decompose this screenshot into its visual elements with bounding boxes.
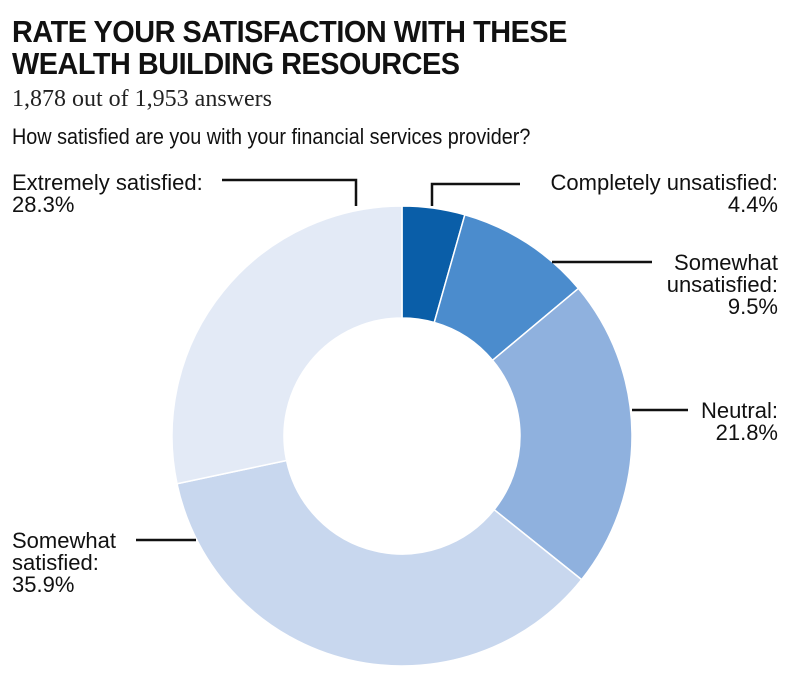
category-label-somewhat-unsatisfied: unsatisfied: <box>667 272 778 297</box>
slice-extremely-satisfied <box>171 205 403 485</box>
value-label-extremely-satisfied: 28.3% <box>12 192 74 217</box>
title-line-2: WEALTH BUILDING RESOURCES <box>12 46 460 81</box>
leader-line-extremely-satisfied <box>222 178 358 206</box>
value-label-somewhat-satisfied: 35.9% <box>12 572 74 597</box>
category-label-somewhat-unsatisfied: Somewhat <box>674 250 778 275</box>
category-label-extremely-satisfied: Extremely satisfied: <box>12 170 203 195</box>
chart-title: RATE YOUR SATISFACTION WITH THESE WEALTH… <box>12 16 589 80</box>
category-label-neutral: Neutral: <box>701 398 778 423</box>
category-label-somewhat-satisfied: satisfied: <box>12 550 99 575</box>
answers-count: 1,878 out of 1,953 answers <box>12 86 272 112</box>
category-label-somewhat-satisfied: Somewhat <box>12 528 116 553</box>
leader-line-completely-unsatisfied <box>430 182 520 206</box>
value-label-completely-unsatisfied: 4.4% <box>728 192 778 217</box>
value-label-neutral: 21.8% <box>716 420 778 445</box>
slice-somewhat-satisfied <box>176 459 583 667</box>
title-line-1: RATE YOUR SATISFACTION WITH THESE <box>12 14 567 49</box>
value-label-somewhat-unsatisfied: 9.5% <box>728 294 778 319</box>
slice-neutral <box>491 287 633 581</box>
category-label-completely-unsatisfied: Completely unsatisfied: <box>551 170 778 195</box>
chart-question: How satisfied are you with your financia… <box>12 124 531 149</box>
